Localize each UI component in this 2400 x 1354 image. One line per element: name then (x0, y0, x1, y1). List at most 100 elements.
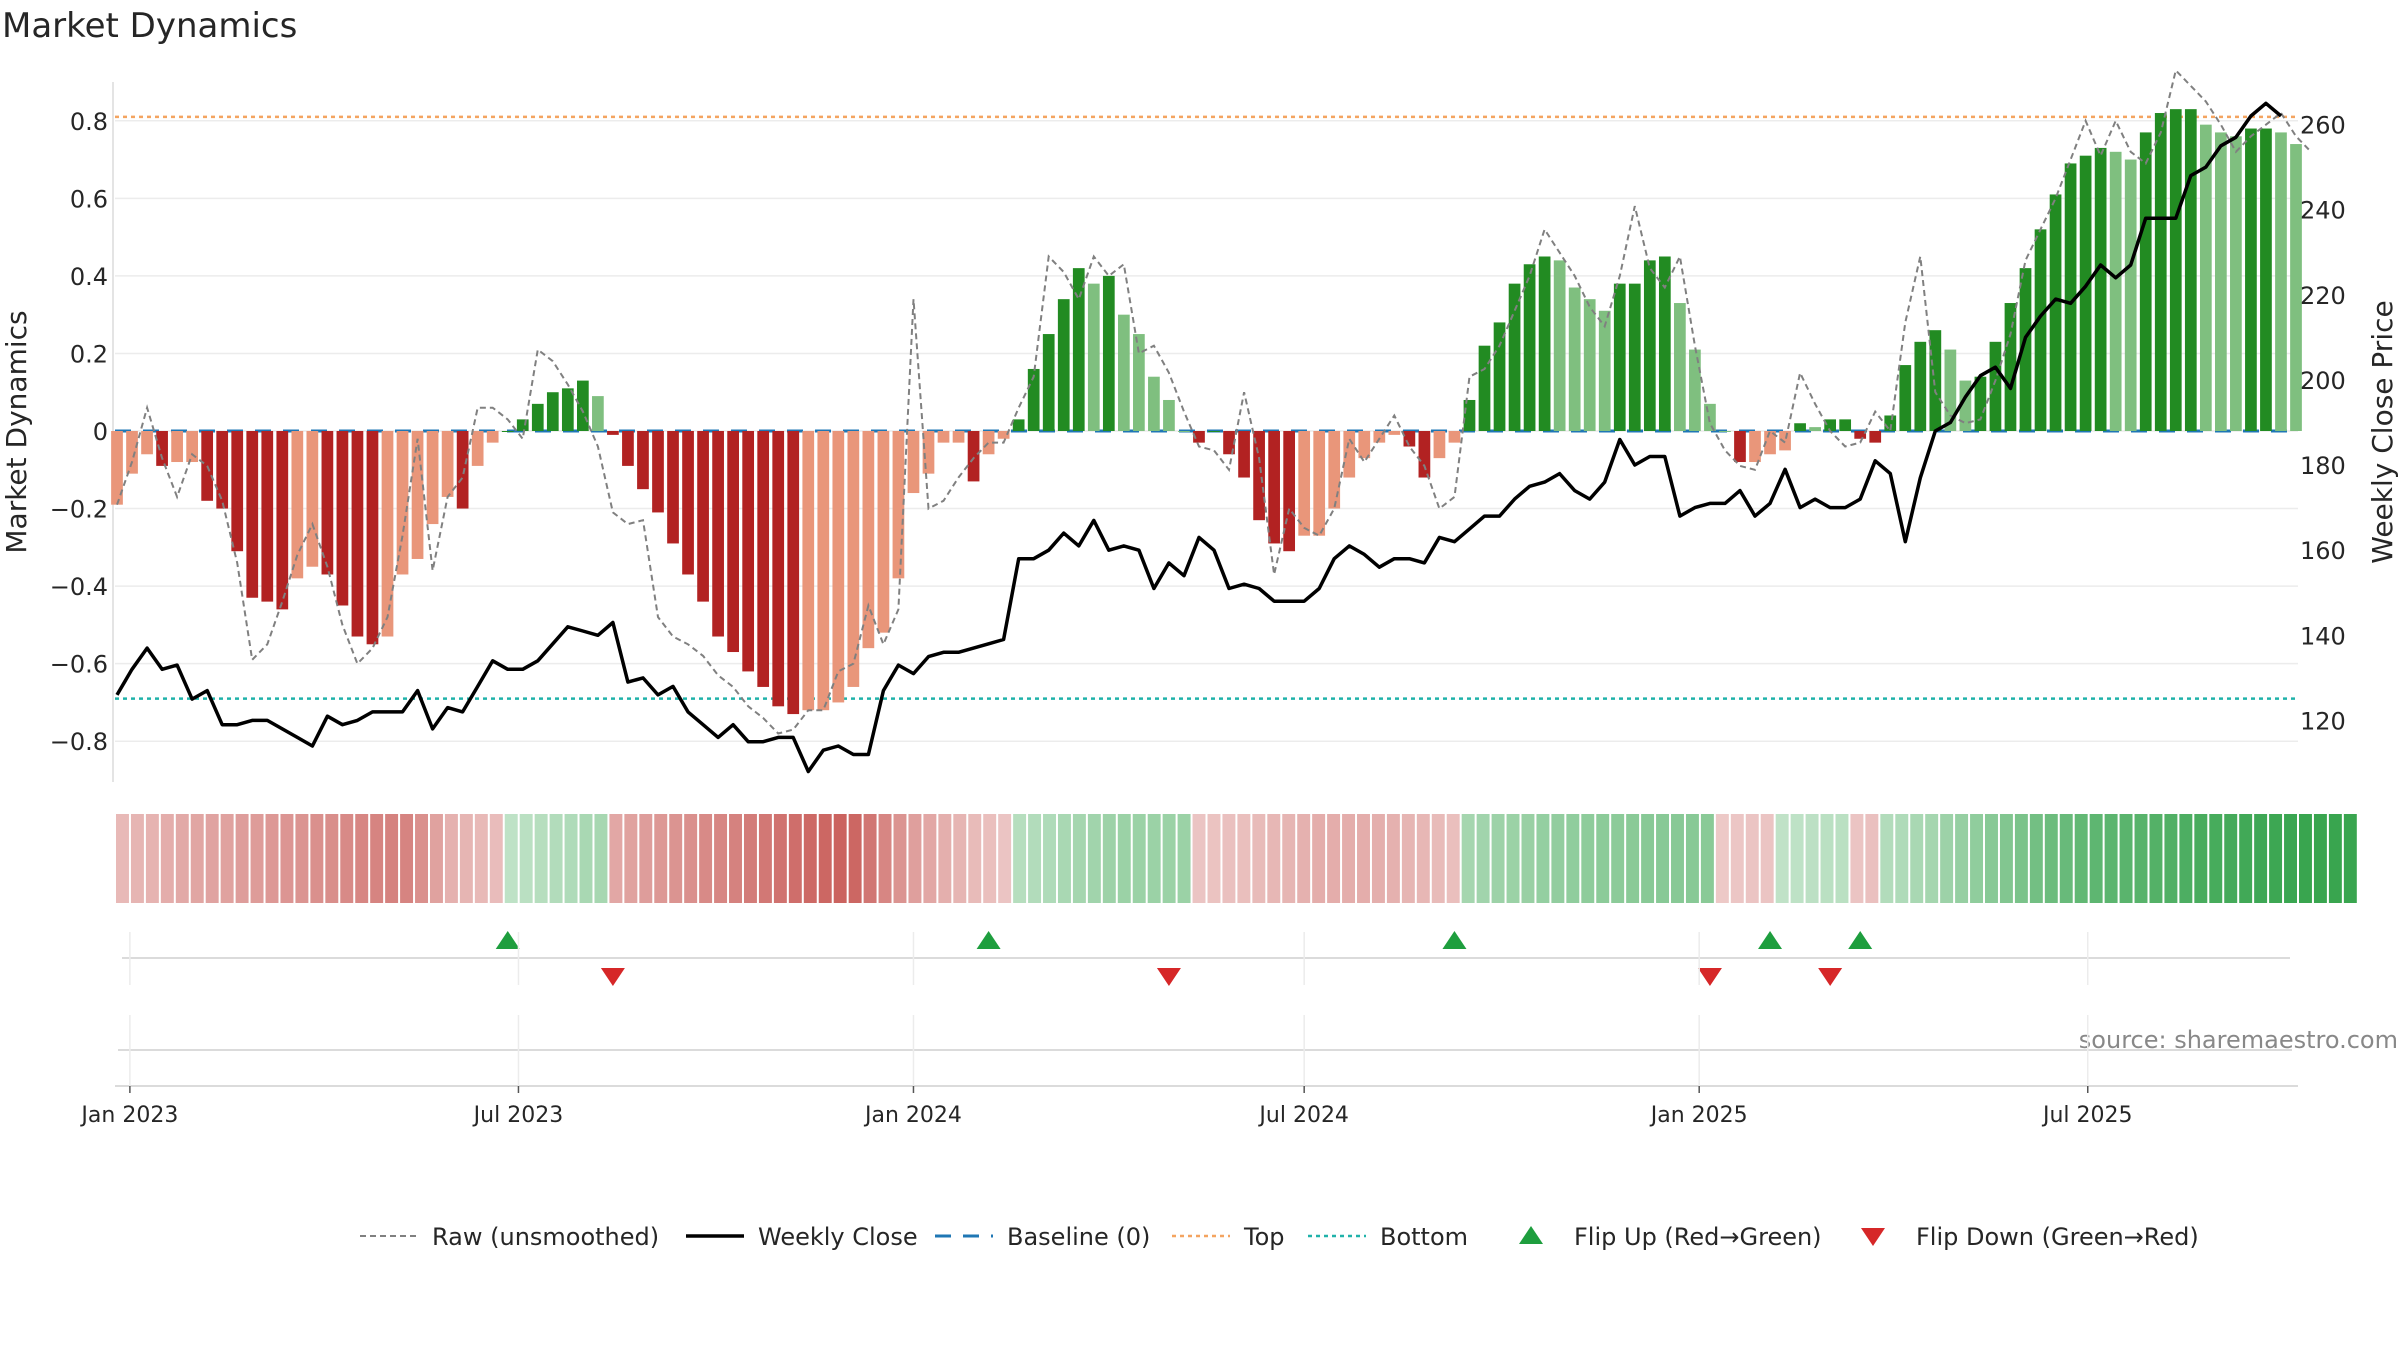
strip-cell (1267, 814, 1281, 903)
strip-cell (400, 814, 414, 903)
dynamics-bar (486, 431, 499, 443)
strip-cell (2313, 814, 2327, 903)
strip-cell (1312, 814, 1326, 903)
dynamics-bar (2260, 128, 2272, 432)
strip-cell (1955, 814, 1969, 903)
y2-tick-label: 180 (2300, 452, 2346, 480)
dynamics-bar (2019, 268, 2032, 431)
strip-cell (1028, 814, 1042, 903)
dynamics-bar (1478, 345, 1491, 431)
strip-cell (175, 814, 189, 903)
dynamics-bar (1178, 431, 1190, 432)
dynamics-bar (757, 431, 770, 687)
strip-cell (385, 814, 399, 903)
strip-cell (2343, 814, 2357, 903)
x-tick-label: Jan 2023 (79, 1103, 178, 1128)
dynamics-bar (1824, 419, 1837, 431)
legend-item: Baseline (0) (935, 1223, 1150, 1251)
legend-item: Flip Down (Green→Red) (1861, 1223, 2199, 1251)
legend-swatch (1519, 1226, 1543, 1244)
dynamics-bar (1313, 431, 1326, 536)
legend-label: Top (1243, 1223, 1285, 1251)
dynamics-bar (1959, 380, 1972, 431)
dynamics-bar (2004, 303, 2017, 431)
x-tick-label: Jan 2024 (863, 1103, 962, 1128)
dynamics-bar (2169, 109, 2182, 432)
strip-cell (2059, 814, 2073, 903)
strip-cell (489, 814, 503, 903)
y2-ticks: 260 240 220 200 180 160 140 120 (2300, 112, 2346, 736)
strip-cell (280, 814, 294, 903)
dynamics-bar (1388, 431, 1401, 435)
strip-cell (1446, 814, 1460, 903)
strip-cell (444, 814, 458, 903)
strip-cell (160, 814, 174, 903)
dynamics-bar (456, 431, 469, 509)
strip-cell (1087, 814, 1101, 903)
strip-cell (1970, 814, 1984, 903)
dynamics-bar (186, 431, 198, 463)
strip-cell (878, 814, 892, 903)
strip-cell (2299, 814, 2312, 903)
dynamics-bar (1613, 283, 1626, 431)
strip-cell (1925, 814, 1939, 903)
strip-cell (1476, 814, 1490, 903)
strip-cell (459, 814, 473, 903)
dynamics-bar (1238, 431, 1250, 478)
strip-cell (1431, 814, 1445, 903)
strip-cell (983, 814, 997, 903)
dynamics-bar (997, 431, 1010, 439)
strip-cell (295, 814, 309, 903)
dynamics-bar (1553, 260, 1566, 431)
strip-cell (2014, 814, 2028, 903)
dynamics-bar (1072, 268, 1085, 431)
strip-cell (310, 814, 324, 903)
dynamics-bar (1643, 260, 1656, 431)
strip-cell (968, 814, 982, 903)
dynamics-bar (501, 431, 514, 432)
dynamics-bar (231, 431, 244, 552)
dynamics-bar (1779, 431, 1791, 451)
strip-cell (1715, 814, 1729, 903)
strip-cell (788, 814, 802, 903)
dynamics-bar (772, 431, 785, 707)
strip-cell (2029, 814, 2043, 903)
dynamics-bar (1658, 256, 1671, 431)
strip-cell (2239, 814, 2253, 903)
dynamics-bar (922, 431, 935, 474)
dynamics-bar (1914, 341, 1927, 431)
strip-cell (908, 814, 922, 903)
strip-cell (130, 814, 144, 903)
dynamics-bar (1133, 334, 1145, 431)
strip-cell (1835, 814, 1849, 903)
strip-cell (1057, 814, 1071, 903)
dynamics-bar (1899, 365, 1912, 431)
strip-cell (1730, 814, 1744, 903)
legend-label: Flip Up (Red→Green) (1574, 1223, 1822, 1251)
dynamics-bar (1253, 431, 1265, 521)
dynamics-bar (246, 431, 259, 598)
dynamics-bar (1809, 427, 1821, 431)
y-axis-label: Market Dynamics (0, 310, 33, 553)
strip-cell (2119, 814, 2133, 903)
strip-cell (1117, 814, 1131, 903)
strip-cell (1910, 814, 1924, 903)
dynamics-bar (1568, 287, 1581, 431)
dynamics-bar (1674, 303, 1686, 431)
strip-cell (1775, 814, 1789, 903)
dynamics-bar (847, 431, 860, 687)
dynamics-bar (2079, 155, 2092, 431)
dynamics-bar (336, 431, 349, 606)
strip-cell (1536, 814, 1550, 903)
y-tick-label: 0 (93, 418, 108, 446)
dynamics-bar (1358, 431, 1371, 459)
strip-cell (1102, 814, 1116, 903)
strip-cell (1685, 814, 1699, 903)
strip-cell (2209, 814, 2223, 903)
strip-cell (893, 814, 907, 903)
strip-cell (1297, 814, 1311, 903)
legend-label: Weekly Close (758, 1223, 918, 1251)
y2-tick-label: 200 (2300, 367, 2346, 395)
strip-cell (923, 814, 937, 903)
